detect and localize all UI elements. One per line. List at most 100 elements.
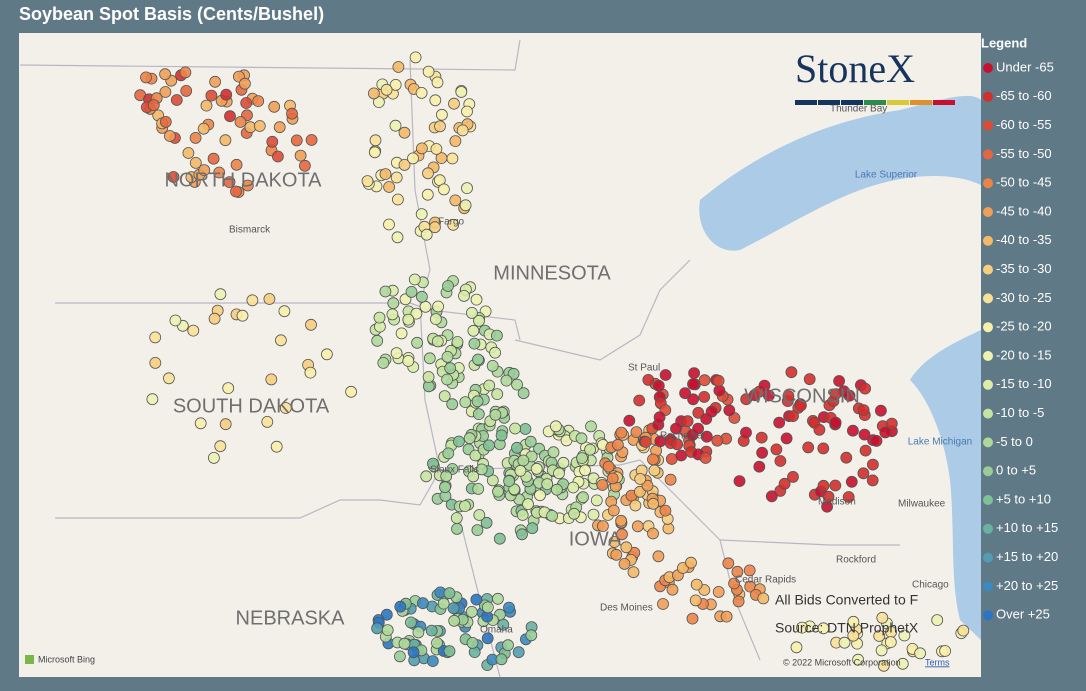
map-point [884, 636, 897, 648]
map-point [379, 285, 392, 298]
legend-label: -30 to -25 [996, 290, 1052, 305]
map-point [180, 85, 193, 97]
map-point [372, 96, 385, 108]
map-point [391, 231, 404, 244]
map-point [634, 473, 647, 485]
lake [910, 330, 981, 640]
map-point [845, 475, 858, 488]
map-point [653, 411, 666, 424]
legend-label: Over +25 [996, 607, 1050, 622]
map-point [503, 601, 515, 614]
map-point [877, 659, 890, 672]
map-point [298, 159, 311, 172]
map-point [526, 522, 539, 535]
map-point [380, 608, 393, 621]
map-point [817, 442, 830, 455]
map-point [647, 527, 659, 540]
map-point [443, 645, 456, 658]
map-point [412, 626, 425, 639]
map-point [491, 388, 504, 401]
map-point [207, 451, 220, 464]
map-point [421, 188, 434, 201]
map-point [467, 470, 480, 483]
map-point [389, 79, 402, 91]
map-point [170, 94, 183, 106]
map-point [371, 622, 384, 635]
map-point [266, 135, 279, 148]
map-point [268, 100, 281, 113]
map-point [620, 541, 633, 554]
map-point [389, 119, 402, 132]
map-point [290, 134, 303, 147]
map-point [467, 324, 480, 337]
legend-swatch [983, 351, 993, 361]
map-point [420, 228, 433, 241]
legend-swatch [983, 149, 993, 160]
map-point [179, 66, 192, 79]
map-point [419, 300, 432, 313]
map-point [398, 158, 411, 171]
logo-bar [933, 100, 955, 105]
map-point [411, 336, 424, 349]
map-point [422, 371, 435, 383]
map-point [671, 438, 684, 451]
lake [699, 95, 981, 251]
map-point [393, 650, 406, 663]
map-point [278, 305, 291, 318]
map-point [507, 367, 520, 380]
map-point [475, 463, 488, 476]
map-point [223, 176, 236, 189]
map-point [480, 516, 493, 529]
legend-swatch [983, 178, 993, 189]
map-point [377, 356, 390, 369]
map-point [271, 150, 284, 163]
map-point [449, 194, 462, 207]
legend-swatch [983, 379, 993, 390]
map-point [465, 306, 478, 319]
map-point [437, 183, 450, 196]
map-point [785, 366, 798, 379]
map-point [449, 135, 462, 148]
map-point [415, 290, 428, 303]
city-label: Thunder Bay [830, 104, 887, 115]
map-point [431, 76, 444, 89]
map-point [698, 390, 711, 403]
map-point [383, 181, 396, 193]
map-point [875, 404, 887, 417]
logo-bar [864, 100, 886, 105]
map-point [615, 514, 627, 527]
map-point [442, 280, 454, 292]
map-point [395, 327, 408, 340]
map-point [149, 331, 162, 344]
map-point [240, 97, 253, 109]
logo-bar [795, 100, 817, 105]
map-point [873, 630, 886, 642]
map-point [642, 373, 655, 386]
legend-swatch [983, 120, 993, 131]
map-point [452, 435, 465, 448]
legend-label: -15 to -10 [996, 376, 1052, 391]
map-point [773, 416, 786, 429]
map-point [371, 334, 384, 347]
map-point [220, 88, 233, 101]
map-point [442, 447, 455, 460]
map-point [898, 629, 911, 642]
map-point [842, 491, 855, 503]
legend-label: +20 to +25 [996, 578, 1058, 593]
terms-link[interactable]: Terms [925, 657, 950, 667]
map-point [207, 152, 220, 165]
map-point [817, 479, 830, 492]
legend-label: -45 to -40 [996, 203, 1052, 218]
map-point [686, 612, 699, 625]
map-point [829, 388, 842, 401]
map-point [688, 367, 700, 380]
map-point [553, 467, 565, 480]
map-point [407, 646, 420, 659]
map-point [163, 130, 176, 142]
map-point [471, 395, 484, 408]
map-point [379, 168, 392, 181]
legend-label: -25 to -20 [996, 319, 1052, 334]
legend-swatch [983, 293, 993, 304]
map-point [169, 314, 182, 327]
